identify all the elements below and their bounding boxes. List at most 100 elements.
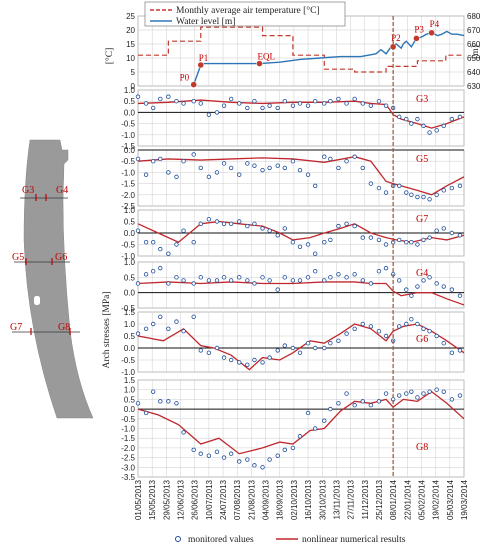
monitored-point [305, 341, 311, 346]
date-tick-label: 15/05/2013 [148, 479, 157, 520]
monitored-point [383, 391, 389, 396]
dam-gauge-label: G3 [22, 185, 34, 196]
monitored-point [328, 341, 333, 346]
monitored-point [305, 410, 311, 416]
monitored-point [237, 275, 242, 280]
event-marker [256, 60, 263, 67]
monitored-point [360, 101, 365, 106]
y-tick-label: 1.0 [124, 86, 136, 95]
y-tick-label: -0.5 [121, 120, 135, 129]
monitored-point [198, 221, 203, 226]
monitored-point [181, 228, 186, 233]
monitored-point [441, 389, 446, 394]
monitored-point [404, 239, 409, 245]
monitored-point [344, 391, 349, 396]
left-tick-label: 20 [126, 26, 135, 35]
monitored-point [415, 284, 420, 289]
monitored-point [191, 239, 196, 245]
monitored-point [267, 355, 272, 360]
monitored-point [181, 158, 186, 164]
y-tick-label: 0.5 [124, 332, 136, 341]
monitored-point [282, 447, 288, 453]
monitored-point [282, 275, 288, 280]
monitored-point [397, 278, 402, 283]
left-unit-label: [°C] [104, 48, 115, 64]
monitored-point [368, 181, 374, 186]
monitored-point [352, 154, 357, 159]
stress-panel-g5: 0.0 -0.5 -1.0 -1.5 -2.0 -2.5 G5 [121, 146, 465, 211]
stress-panel-g4: 1.0 0.5 0.0 -0.5 G4 [121, 258, 465, 313]
monitored-point [441, 284, 446, 289]
monitored-point [158, 156, 163, 162]
monitored-point [174, 319, 179, 324]
y-tick-label: 0.0 [124, 344, 136, 353]
monitored-point [267, 457, 272, 462]
event-marker [428, 29, 435, 37]
monitored-point [336, 338, 341, 343]
monitored-point [166, 326, 171, 331]
monitored-point [282, 98, 288, 104]
monitored-point [441, 226, 446, 231]
dam-gauge-label: G6 [55, 252, 67, 263]
monitored-point [181, 430, 186, 435]
monitored-point [328, 156, 333, 162]
monitored-point [290, 103, 296, 108]
monitored-point [252, 98, 257, 104]
monitored-point [415, 194, 420, 200]
monitored-point [214, 110, 220, 115]
monitored-point [198, 101, 203, 106]
monitored-point [427, 275, 432, 280]
monitored-point [368, 103, 374, 108]
monitored-point [312, 426, 318, 431]
y-tick-label: 0.0 [124, 146, 136, 155]
monitored-point [397, 237, 402, 243]
numerical-line [137, 156, 465, 196]
numerical-line [137, 220, 465, 243]
date-tick-label: 02/10/2013 [290, 479, 299, 520]
monitored-point [198, 275, 203, 280]
monitored-point [206, 112, 212, 117]
monitored-point [181, 101, 186, 106]
monitored-point [376, 98, 382, 104]
monitored-point [449, 350, 455, 355]
monitored-point [297, 101, 303, 106]
monitored-point [360, 321, 365, 327]
monitored-point [457, 348, 463, 353]
monitored-point [457, 183, 463, 189]
date-tick-label: 30/10/2013 [318, 479, 327, 520]
date-tick-label: 24/07/2013 [219, 479, 228, 520]
monitored-point [322, 101, 327, 106]
monitored-point [427, 329, 432, 334]
date-tick-label: 22/01/2014 [403, 479, 412, 520]
date-tick-label: 25/12/2013 [375, 479, 384, 520]
y-axis-label: Arch stresses [MPa] [102, 291, 112, 368]
monitored-point [275, 233, 280, 238]
monitored-point [166, 281, 171, 286]
numerical-line [137, 390, 465, 455]
y-tick-label: -1.5 [121, 180, 135, 189]
event-marker [190, 81, 197, 88]
date-tick-label: 19/03/2014 [460, 479, 469, 520]
monitored-point [143, 172, 149, 177]
panel-gauge-label: G8 [416, 442, 428, 453]
monitored-point [421, 194, 426, 200]
y-tick-label: -1.5 [121, 434, 135, 443]
panel-gauge-label: G7 [416, 214, 428, 225]
monitored-point [322, 418, 327, 423]
monitored-point [150, 105, 156, 111]
monitored-point [404, 391, 409, 396]
monitored-point [143, 239, 149, 245]
monitored-point [260, 105, 265, 111]
monitored-point [434, 333, 439, 339]
monitored-point [158, 314, 163, 319]
y-tick-label: 1.0 [124, 320, 136, 329]
monitored-point [297, 278, 303, 283]
monitored-point [360, 165, 365, 171]
monitored-point [166, 399, 171, 404]
monitored-point [214, 170, 220, 175]
monitored-point [198, 451, 203, 456]
dam-cross-section [23, 139, 94, 419]
y-tick-label: 0.5 [124, 218, 136, 227]
y-tick-label: 0.0 [124, 229, 136, 238]
monitored-point [228, 451, 234, 456]
